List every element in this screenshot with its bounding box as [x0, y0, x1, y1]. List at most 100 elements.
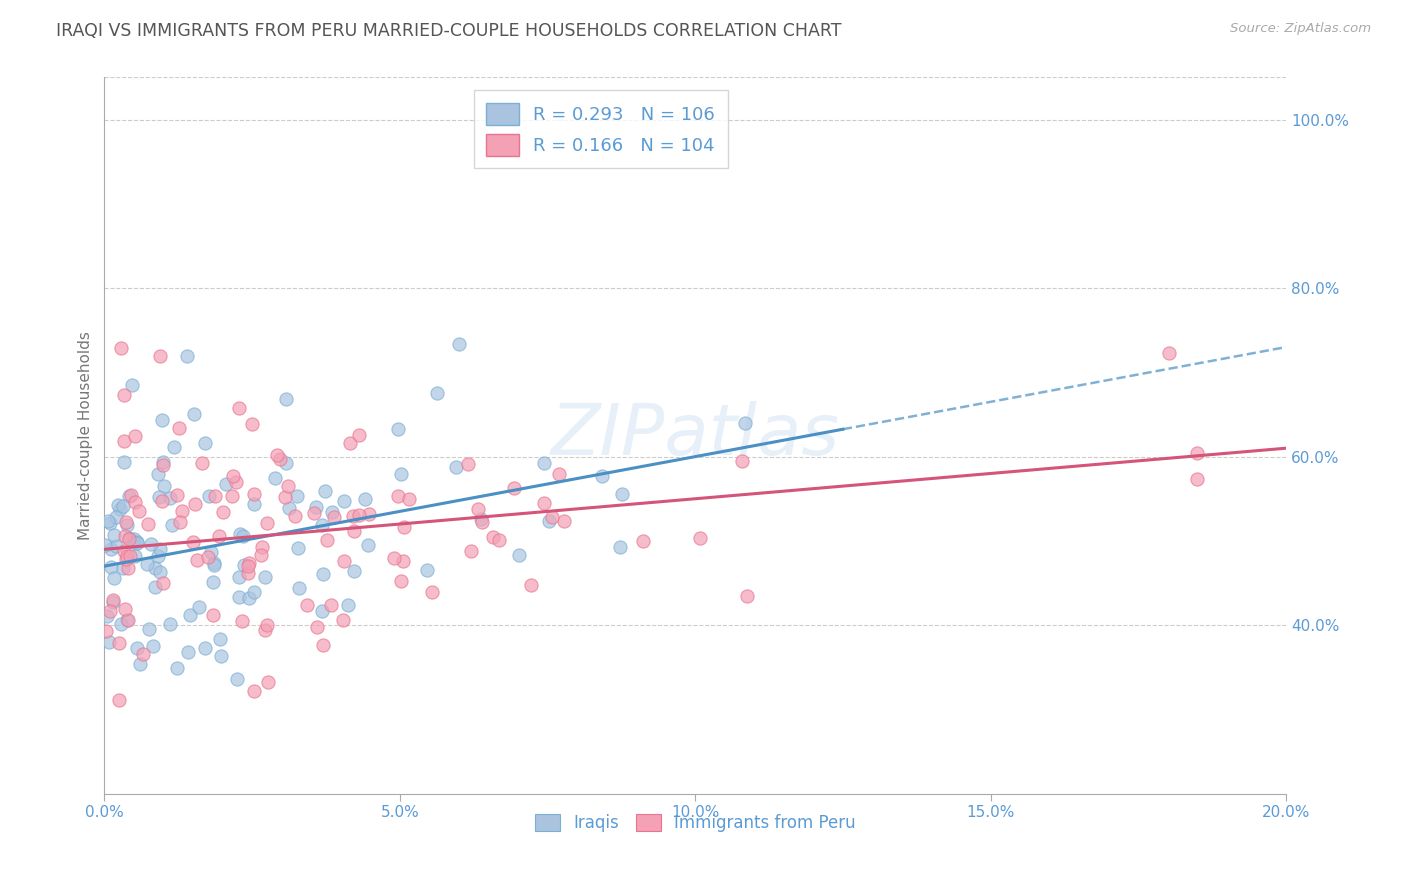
Point: [135, 557, 157, 571]
Point: [166, 661, 188, 675]
Point: [108, 502, 131, 516]
Point: [104, 539, 127, 553]
Point: [100, 541, 122, 556]
Point: [284, 508, 307, 523]
Point: [115, 613, 138, 627]
Point: [104, 510, 127, 524]
Point: [288, 581, 311, 595]
Point: [94, 538, 117, 552]
Point: [471, 515, 494, 529]
Point: [254, 624, 277, 638]
Point: [150, 493, 173, 508]
Point: [322, 510, 344, 524]
Point: [228, 401, 250, 415]
Point: [392, 554, 415, 568]
Point: [457, 457, 479, 471]
Point: [118, 531, 141, 545]
Point: [125, 641, 148, 656]
Point: [202, 556, 225, 570]
Point: [128, 504, 150, 518]
Point: [243, 683, 266, 698]
Point: [176, 349, 198, 363]
Point: [533, 456, 555, 470]
Point: [263, 471, 285, 485]
Point: [253, 570, 276, 584]
Point: [337, 598, 360, 612]
Point: [548, 467, 571, 482]
Point: [211, 505, 233, 519]
Point: [160, 517, 183, 532]
Point: [136, 517, 159, 532]
Point: [98, 516, 121, 531]
Point: [202, 558, 225, 572]
Point: [122, 533, 145, 547]
Point: [447, 336, 470, 351]
Point: [215, 477, 238, 491]
Point: [233, 558, 256, 572]
Point: [198, 489, 221, 503]
Point: [302, 506, 325, 520]
Point: [112, 434, 135, 449]
Point: [470, 512, 492, 526]
Point: [250, 540, 273, 554]
Point: [221, 489, 243, 503]
Point: [167, 421, 190, 435]
Point: [183, 535, 205, 549]
Point: [228, 591, 250, 605]
Point: [319, 599, 342, 613]
Point: [145, 561, 167, 575]
Point: [177, 645, 200, 659]
Point: [610, 486, 633, 500]
Point: [357, 507, 380, 521]
Point: [118, 489, 141, 503]
Point: [204, 489, 226, 503]
Point: [115, 516, 138, 530]
Point: [304, 500, 326, 515]
Point: [124, 429, 146, 443]
Point: [103, 528, 125, 542]
Text: ZIPatlas: ZIPatlas: [551, 401, 839, 470]
Point: [101, 593, 124, 607]
Point: [108, 693, 131, 707]
Point: [179, 608, 201, 623]
Point: [256, 516, 278, 530]
Point: [115, 517, 138, 532]
Point: [1187, 445, 1209, 459]
Point: [257, 675, 280, 690]
Point: [553, 515, 575, 529]
Point: [274, 392, 297, 406]
Point: [314, 484, 336, 499]
Point: [391, 467, 413, 482]
Point: [115, 551, 138, 566]
Point: [187, 600, 209, 615]
Point: [382, 550, 405, 565]
Point: [146, 549, 169, 563]
Point: [127, 534, 149, 549]
Point: [100, 559, 122, 574]
Point: [415, 563, 437, 577]
Point: [152, 412, 174, 426]
Point: [266, 448, 288, 462]
Point: [269, 451, 291, 466]
Point: [112, 544, 135, 558]
Point: [163, 441, 186, 455]
Point: [343, 564, 366, 578]
Point: [112, 387, 135, 401]
Point: [128, 657, 150, 672]
Point: [274, 490, 297, 504]
Point: [333, 554, 356, 568]
Point: [420, 584, 443, 599]
Point: [170, 504, 193, 518]
Point: [1157, 346, 1180, 360]
Point: [152, 576, 174, 591]
Point: [225, 475, 247, 489]
Point: [238, 591, 260, 606]
Point: [231, 529, 253, 543]
Point: [734, 416, 756, 430]
Point: [226, 672, 249, 686]
Point: [231, 614, 253, 628]
Point: [110, 341, 132, 355]
Point: [121, 377, 143, 392]
Point: [103, 571, 125, 585]
Point: [96, 608, 118, 623]
